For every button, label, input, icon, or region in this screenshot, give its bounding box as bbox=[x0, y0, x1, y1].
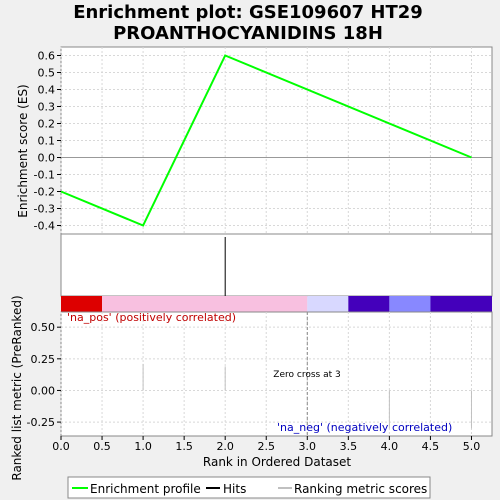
metric-bars bbox=[142, 363, 472, 429]
x-tick-label: 4.5 bbox=[422, 440, 440, 453]
x-tick-label: 5.0 bbox=[463, 440, 481, 453]
pos-correlated-label: 'na_pos' (positively correlated) bbox=[67, 311, 236, 324]
metric-y-axis-label: Ranked list metric (PreRanked) bbox=[10, 295, 24, 480]
color-band-segment bbox=[102, 296, 308, 312]
chart-title-line-1: Enrichment plot: GSE109607 HT29 bbox=[73, 2, 423, 23]
es-y-tick-label: -0.3 bbox=[34, 203, 55, 216]
x-tick-label: 1.0 bbox=[134, 440, 152, 453]
zero-cross-annotation: Zero cross at 3 bbox=[273, 370, 340, 380]
x-tick-label: 3.5 bbox=[340, 440, 358, 453]
es-y-tick-label: 0.6 bbox=[38, 50, 56, 63]
es-y-axis-label: Enrichment score (ES) bbox=[16, 84, 30, 217]
enrichment-profile-line bbox=[60, 54, 472, 227]
es-y-tick-label: 0.3 bbox=[38, 101, 56, 114]
color-band-segment bbox=[61, 296, 103, 312]
legend-ranking-metric-label: Ranking metric scores bbox=[294, 482, 427, 496]
es-y-tick-label: -0.1 bbox=[34, 169, 55, 182]
chart-title-line-2: PROANTHOCYANIDINS 18H bbox=[113, 23, 383, 44]
metric-y-tick-label: -0.25 bbox=[27, 416, 55, 429]
x-tick-label: 1.5 bbox=[175, 440, 193, 453]
color-band-segment bbox=[348, 296, 390, 312]
es-plot-area bbox=[60, 46, 493, 235]
x-axis-label: Rank in Ordered Dataset bbox=[203, 455, 351, 469]
es-y-axis: -0.4 -0.3 -0.2 -0.1 0.0 0.1 0.2 0.3 0.4 0.5 0.6 bbox=[34, 50, 61, 233]
es-y-tick-label: 0.5 bbox=[38, 67, 56, 80]
x-tick-label: 0.0 bbox=[52, 440, 70, 453]
neg-correlated-label: 'na_neg' (negatively correlated) bbox=[277, 421, 452, 434]
ranking-color-band bbox=[61, 296, 492, 312]
legend-enrichment-profile-label: Enrichment profile bbox=[90, 482, 201, 496]
x-tick-label: 3.0 bbox=[299, 440, 317, 453]
x-tick-label: 2.0 bbox=[216, 440, 234, 453]
x-tick-label: 2.5 bbox=[257, 440, 275, 453]
es-y-tick-label: 0.4 bbox=[38, 84, 56, 97]
hits-plot-area bbox=[60, 233, 493, 297]
es-y-tick-label: -0.2 bbox=[34, 186, 55, 199]
x-tick-label: 4.0 bbox=[381, 440, 399, 453]
color-band-segment bbox=[389, 296, 431, 312]
color-band-segment bbox=[307, 296, 349, 312]
x-tick-label: 0.5 bbox=[93, 440, 111, 453]
legend-hits-label: Hits bbox=[223, 482, 246, 496]
es-y-tick-label: -0.4 bbox=[34, 220, 55, 233]
metric-y-tick-label: 0.25 bbox=[31, 353, 56, 366]
color-band-segment bbox=[430, 296, 492, 312]
metric-plot-area bbox=[60, 311, 493, 437]
legend-box bbox=[67, 476, 431, 499]
metric-y-tick-label: 0.50 bbox=[31, 321, 56, 334]
es-y-tick-label: 0.2 bbox=[38, 118, 56, 131]
es-y-tick-label: 0.1 bbox=[38, 135, 56, 148]
metric-x-axis: 0.0 0.5 1.0 1.5 2.0 2.5 3.0 3.5 4.0 4.5 5.0 bbox=[52, 436, 480, 453]
metric-y-tick-label: 0.00 bbox=[31, 384, 56, 397]
metric-y-axis: -0.25 0.00 0.25 0.50 bbox=[27, 321, 61, 429]
es-y-tick-label: 0.0 bbox=[38, 152, 56, 165]
